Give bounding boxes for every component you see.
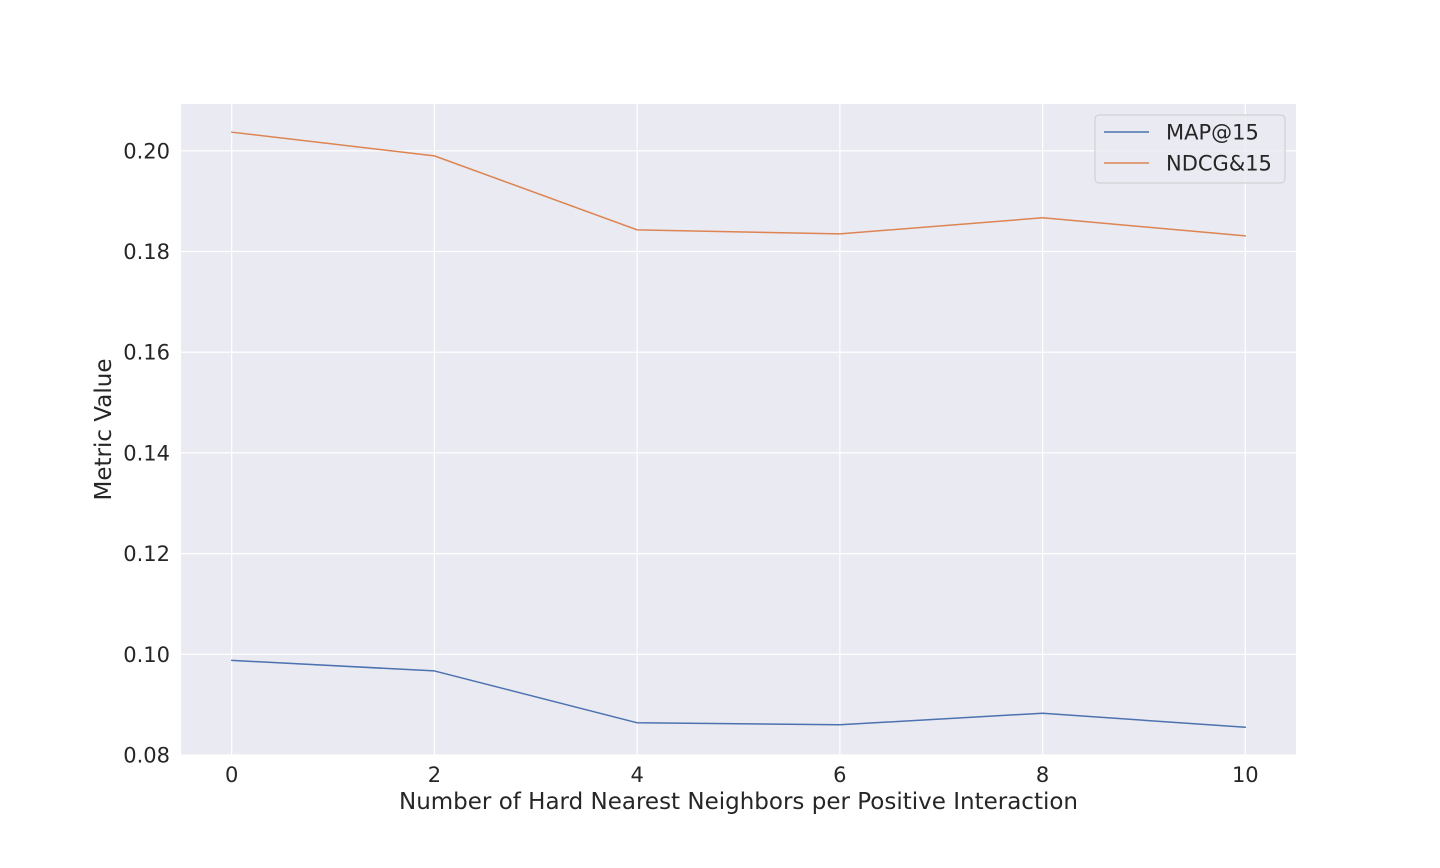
x-tick-label: 0 — [225, 763, 238, 787]
y-tick-label: 0.20 — [123, 139, 170, 163]
y-tick-label: 0.12 — [123, 542, 170, 566]
x-tick-labels: 0 2 4 6 8 10 — [225, 763, 1259, 787]
y-tick-label: 0.14 — [123, 441, 170, 465]
y-tick-labels: 0.08 0.10 0.12 0.14 0.16 0.18 0.20 — [123, 139, 170, 767]
x-axis-label: Number of Hard Nearest Neighbors per Pos… — [399, 789, 1078, 815]
legend: MAP@15 NDCG&15 — [1094, 114, 1286, 184]
y-axis-label: Metric Value — [91, 359, 117, 501]
y-tick-label: 0.16 — [123, 341, 170, 365]
x-tick-label: 8 — [1036, 763, 1049, 787]
x-tick-label: 6 — [833, 763, 846, 787]
legend-label-ndcg: NDCG&15 — [1166, 152, 1272, 176]
plot-area — [181, 104, 1296, 755]
y-tick-label: 0.10 — [123, 643, 170, 667]
series-lines — [230, 131, 1247, 729]
x-tick-label: 2 — [428, 763, 441, 787]
legend-label-map: MAP@15 — [1166, 121, 1259, 145]
series-line-0 — [230, 659, 1247, 729]
y-tick-label: 0.18 — [123, 240, 170, 264]
x-tick-label: 4 — [630, 763, 643, 787]
x-tick-label: 10 — [1232, 763, 1259, 787]
series-line-1 — [230, 131, 1247, 237]
y-tick-label: 0.08 — [123, 744, 170, 768]
